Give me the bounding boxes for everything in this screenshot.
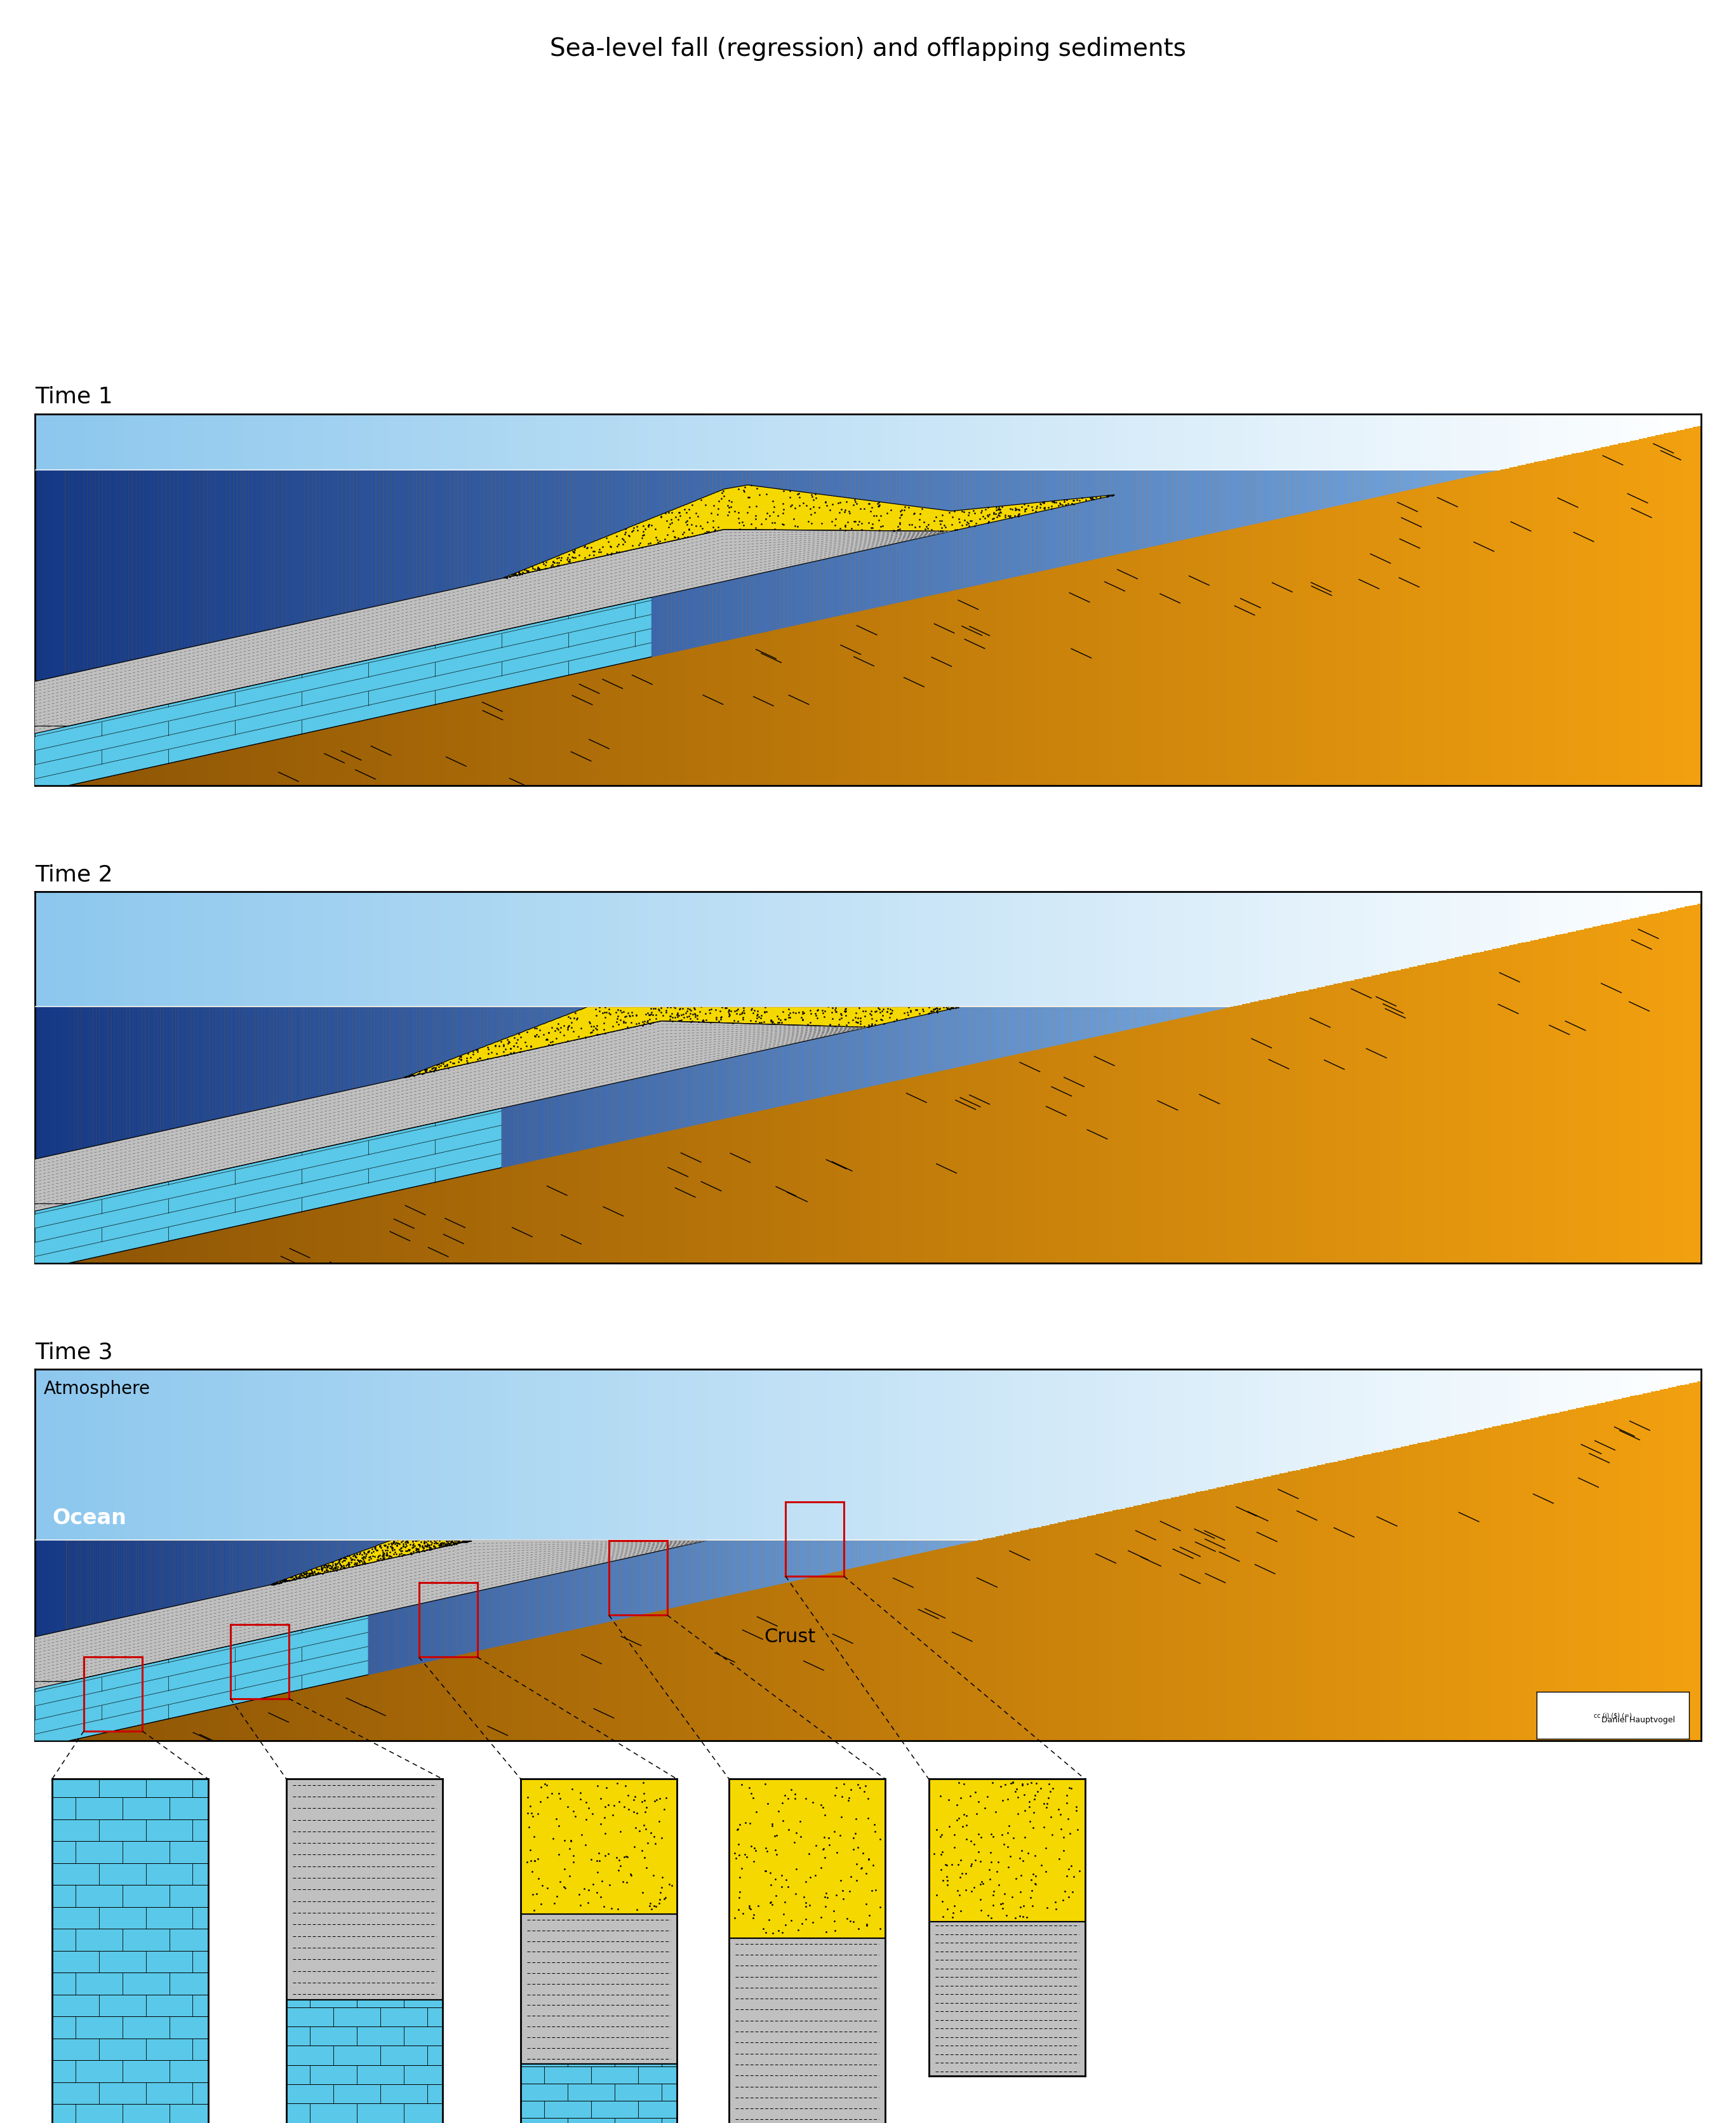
Polygon shape [35,1616,368,1741]
Text: cc (i) ($) (=): cc (i) ($) (=) [1594,1713,1632,1718]
Bar [83,1656,142,1730]
Polygon shape [35,1541,707,1690]
Polygon shape [271,1541,470,1586]
Text: Sea-level fall (regression) and offlapping sediments: Sea-level fall (regression) and offlappi… [550,36,1186,62]
Bar [286,2000,443,2123]
Bar [521,1915,677,2064]
Bar [231,1624,288,1698]
Bar [929,1779,1085,1921]
Bar [929,1921,1085,2076]
Bar [729,1779,885,1938]
Text: Ocean: Ocean [52,1507,127,1529]
Bar [418,1584,477,1658]
Polygon shape [35,1021,866,1210]
Text: Time 3: Time 3 [35,1342,113,1363]
Bar [785,1501,844,1575]
Bar [286,1779,443,2000]
Polygon shape [35,1108,502,1263]
Bar [521,1779,677,1915]
Text: Atmosphere: Atmosphere [43,1380,149,1397]
Bar [729,1938,885,2123]
Polygon shape [35,529,950,735]
Polygon shape [35,597,651,786]
Bar [521,2064,677,2123]
Polygon shape [404,1006,958,1078]
Text: Time 1: Time 1 [35,386,113,408]
Text: Crust: Crust [764,1628,816,1645]
Text: Daniel Hauptvogel: Daniel Hauptvogel [1602,1715,1675,1724]
Polygon shape [503,484,1115,577]
Bar [609,1541,667,1616]
Text: Time 2: Time 2 [35,864,113,885]
